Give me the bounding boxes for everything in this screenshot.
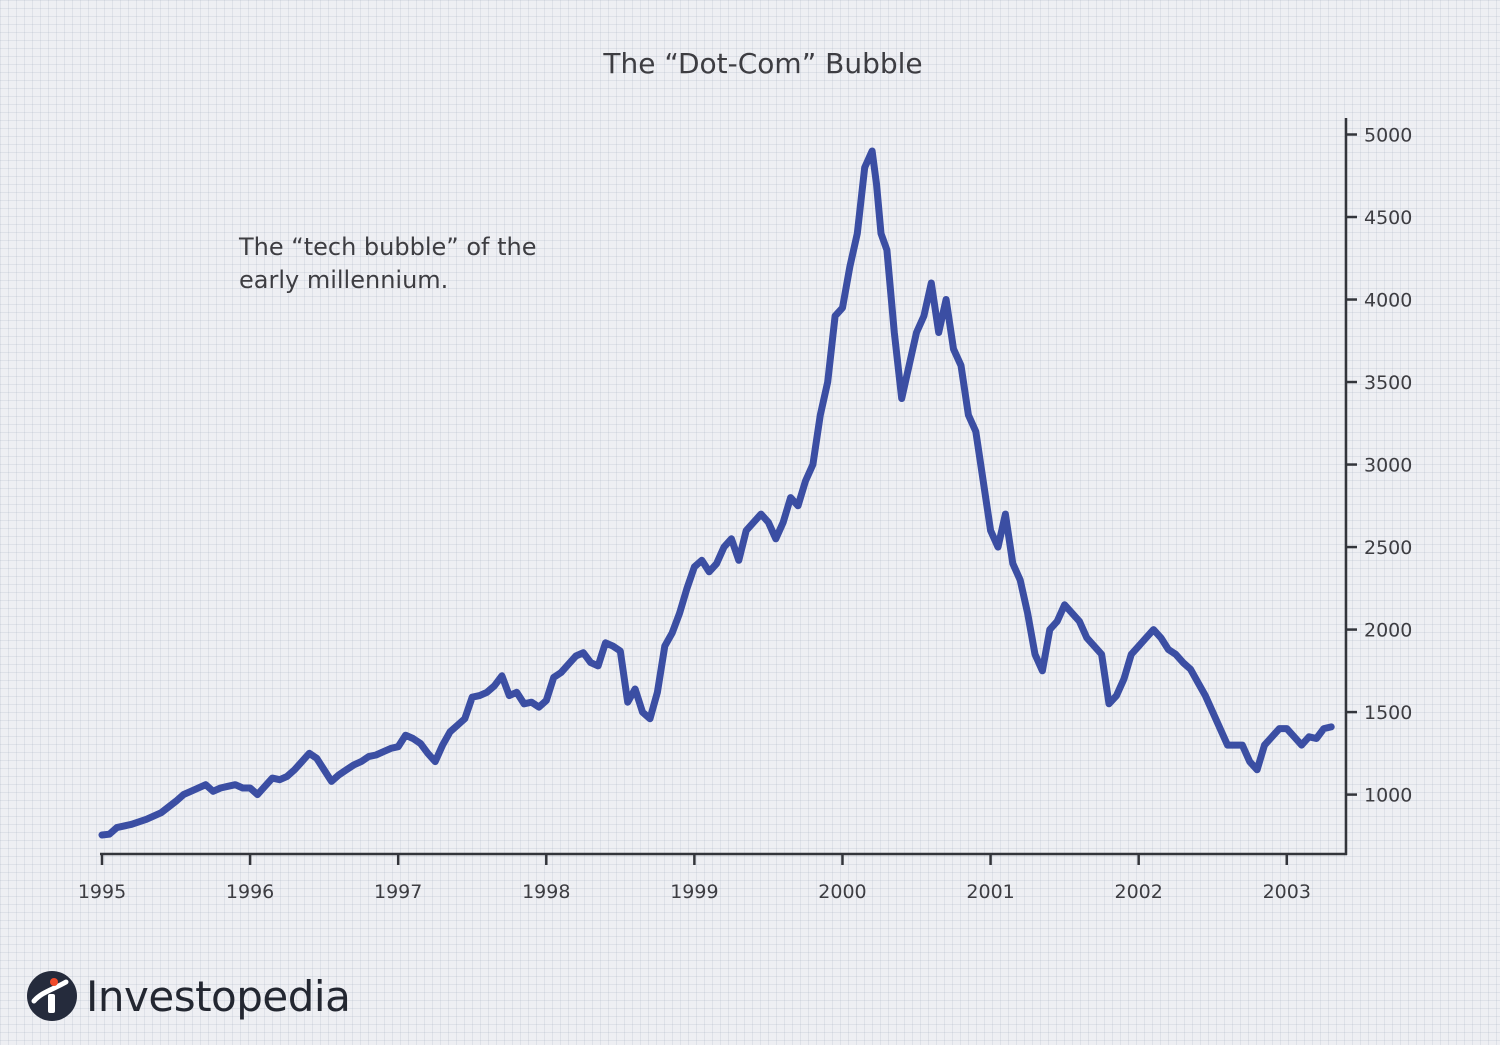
x-tick-label: 2001 bbox=[966, 881, 1014, 903]
x-tick-label: 2003 bbox=[1263, 881, 1311, 903]
y-tick-label: 1000 bbox=[1364, 785, 1412, 807]
series-line-0 bbox=[98, 147, 1335, 839]
annotation-line-1: The “tech bubble” of the bbox=[238, 233, 536, 261]
brand-logo-wrap: Investopedia bbox=[26, 966, 351, 1026]
x-ticks: 1995 1996 1997 1998 1999 2000 2001 2002 2003 bbox=[78, 854, 1311, 903]
y-tick-label: 4500 bbox=[1364, 207, 1412, 229]
annotation-line-2: early millennium. bbox=[239, 266, 448, 294]
y-ticks: 1000 1500 2000 2500 3000 3500 4000 4500 5000 bbox=[1346, 125, 1412, 807]
series-layer bbox=[98, 147, 1335, 839]
x-tick-label: 1997 bbox=[374, 881, 422, 903]
x-tick-label: 1996 bbox=[226, 881, 274, 903]
investopedia-logo-icon bbox=[27, 971, 77, 1021]
y-tick-label: 3500 bbox=[1364, 372, 1412, 394]
y-tick-label: 2500 bbox=[1364, 537, 1412, 559]
x-tick-label: 1995 bbox=[78, 881, 126, 903]
chart-title: The “Dot-Com” Bubble bbox=[602, 47, 922, 80]
x-tick-label: 2000 bbox=[818, 881, 866, 903]
y-tick-label: 4000 bbox=[1364, 290, 1412, 312]
y-tick-label: 1500 bbox=[1364, 702, 1412, 724]
x-tick-label: 1999 bbox=[670, 881, 718, 903]
y-tick-label: 3000 bbox=[1364, 455, 1412, 477]
y-tick-label: 2000 bbox=[1364, 620, 1412, 642]
x-tick-label: 2002 bbox=[1114, 881, 1162, 903]
brand-name: Investopedia bbox=[86, 971, 351, 1021]
y-tick-label: 5000 bbox=[1364, 125, 1412, 147]
x-tick-label: 1998 bbox=[522, 881, 570, 903]
